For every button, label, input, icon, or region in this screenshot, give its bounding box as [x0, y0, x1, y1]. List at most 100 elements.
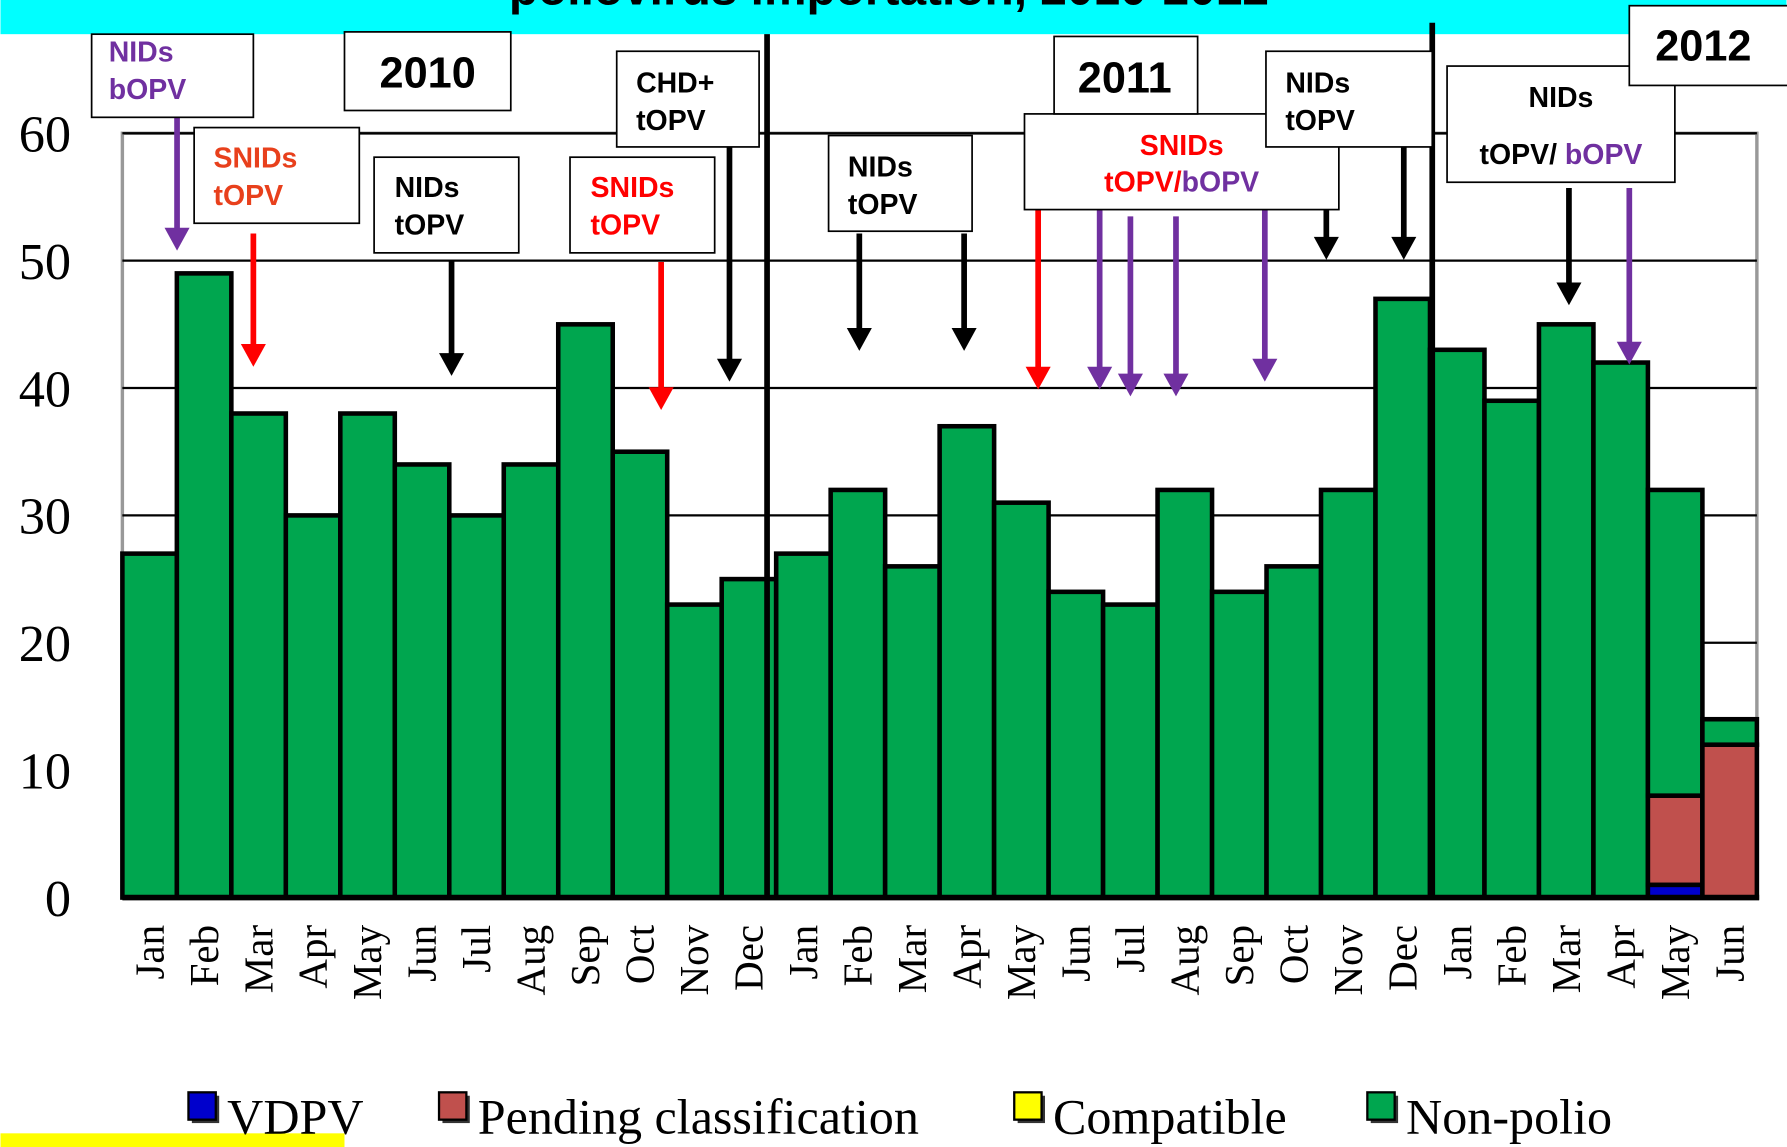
x-tick-label: Nov — [671, 924, 717, 995]
annotation-span: bOPV — [1182, 166, 1260, 198]
x-tick-label: May — [998, 924, 1044, 1000]
x-tick-label: Apr — [290, 925, 336, 989]
x-tick-label: May — [1652, 924, 1698, 1000]
annotation-span: NIDs — [1285, 67, 1350, 99]
x-tick-label: Apr — [1597, 925, 1643, 989]
x-tick-label: Aug — [1161, 925, 1207, 996]
annotation-span: NIDs — [1529, 82, 1594, 114]
y-tick-label: 10 — [19, 742, 71, 800]
x-tick-label: Jun — [399, 925, 445, 982]
x-tick-label: Feb — [181, 925, 227, 987]
annotation-span: tOPV/ — [1104, 166, 1182, 198]
x-tick-label: Jun — [1053, 925, 1099, 982]
bar-segment — [1427, 347, 1487, 900]
bar-segment — [1591, 360, 1651, 900]
legend-label: VDPV — [227, 1088, 363, 1144]
bar-segment — [392, 462, 452, 900]
annotation-span: tOPV — [848, 189, 918, 221]
annotation-text: tOPV — [395, 210, 465, 242]
chart-title: poliovirus importation, 2010-2012 — [509, 0, 1269, 16]
arrow-head — [1556, 282, 1582, 306]
year-label: 2010 — [380, 50, 476, 98]
arrow-head — [951, 328, 977, 351]
annotation-text: NIDs — [109, 37, 174, 69]
arrow-head — [1391, 236, 1417, 260]
x-tick-label: Feb — [835, 925, 881, 987]
x-tick-label: Oct — [1270, 924, 1316, 984]
bar-segment — [338, 411, 398, 900]
arrow-head — [1117, 373, 1143, 397]
year-box — [1053, 35, 1199, 115]
bar-segment — [882, 564, 942, 900]
x-tick-label: Oct — [617, 924, 663, 984]
bar-segment — [229, 411, 289, 900]
annotation-box — [373, 156, 520, 254]
bar-segment — [174, 271, 234, 900]
year-box — [1628, 4, 1787, 87]
arrow-head — [1313, 236, 1339, 260]
year-label: 2012 — [1655, 22, 1751, 70]
annotation-box — [193, 126, 361, 225]
x-tick-label: Jan — [1434, 925, 1480, 980]
title-band — [0, 0, 1787, 35]
x-tick-label: Jan — [780, 925, 826, 980]
bar-segment — [1100, 602, 1160, 900]
bar-segment — [447, 513, 507, 900]
annotation-box — [1265, 50, 1434, 148]
arrow-head — [648, 387, 674, 411]
bar-segment — [501, 462, 561, 900]
highlight-strip — [0, 1133, 345, 1147]
y-tick-label: 40 — [19, 360, 71, 418]
annotation-text: tOPV — [848, 189, 918, 221]
x-tick-label: Apr — [944, 925, 990, 989]
bar-segment — [937, 423, 997, 900]
annotation-box — [827, 134, 973, 233]
x-tick-label: Dec — [1379, 925, 1425, 991]
bar-segment — [120, 551, 180, 900]
x-tick-label: Sep — [1216, 925, 1262, 987]
annotation-box — [569, 156, 716, 254]
annotation-text: NIDs — [395, 172, 460, 204]
legend-swatch — [1366, 1091, 1396, 1121]
x-tick-label: Sep — [562, 925, 608, 987]
x-tick-label: Jan — [126, 925, 172, 980]
annotation-text: tOPV/bOPV — [1104, 166, 1259, 198]
annotation-span: NIDs — [395, 172, 460, 204]
bar-segment — [1645, 793, 1705, 888]
y-tick-label: 60 — [19, 105, 71, 163]
annotation-span: tOPV — [214, 180, 284, 212]
annotation-span: SNIDs — [1140, 130, 1224, 162]
annotation-text: NIDs — [1529, 82, 1594, 114]
legend-swatch — [437, 1091, 468, 1121]
bar-segment — [555, 322, 616, 900]
annotation-text: NIDs — [1285, 67, 1350, 99]
annotation-text: tOPV/ bOPV — [1480, 139, 1643, 171]
arrow-head — [1087, 366, 1113, 390]
annotation-text: SNIDs — [214, 142, 298, 174]
annotation-text: tOPV — [214, 180, 284, 212]
x-tick-label: Jul — [453, 925, 499, 973]
annotation-span: SNIDs — [214, 142, 298, 174]
bar-segment — [283, 513, 343, 900]
annotation-text: CHD+ — [636, 67, 714, 99]
annotation-span: tOPV — [1285, 105, 1355, 137]
annotation-span: bOPV — [1565, 139, 1643, 171]
arrow-head — [1252, 358, 1278, 382]
x-tick-label: Feb — [1488, 925, 1534, 987]
arrow-head — [164, 227, 190, 251]
bar-segment — [1482, 398, 1542, 900]
x-tick-label: Nov — [1325, 924, 1371, 995]
arrow-head — [1025, 366, 1051, 390]
annotation-text: tOPV — [636, 105, 706, 137]
bar-segment — [1700, 742, 1760, 900]
y-tick-label: 50 — [19, 233, 71, 291]
bar-segment — [991, 500, 1051, 900]
bar-segment — [1155, 487, 1215, 900]
legend-label: Compatible — [1053, 1088, 1287, 1144]
y-tick-label: 0 — [45, 870, 71, 928]
bar-segment — [828, 487, 888, 900]
bar-segment — [1645, 487, 1705, 798]
annotation-box — [615, 50, 760, 148]
x-tick-label: Dec — [726, 925, 772, 991]
